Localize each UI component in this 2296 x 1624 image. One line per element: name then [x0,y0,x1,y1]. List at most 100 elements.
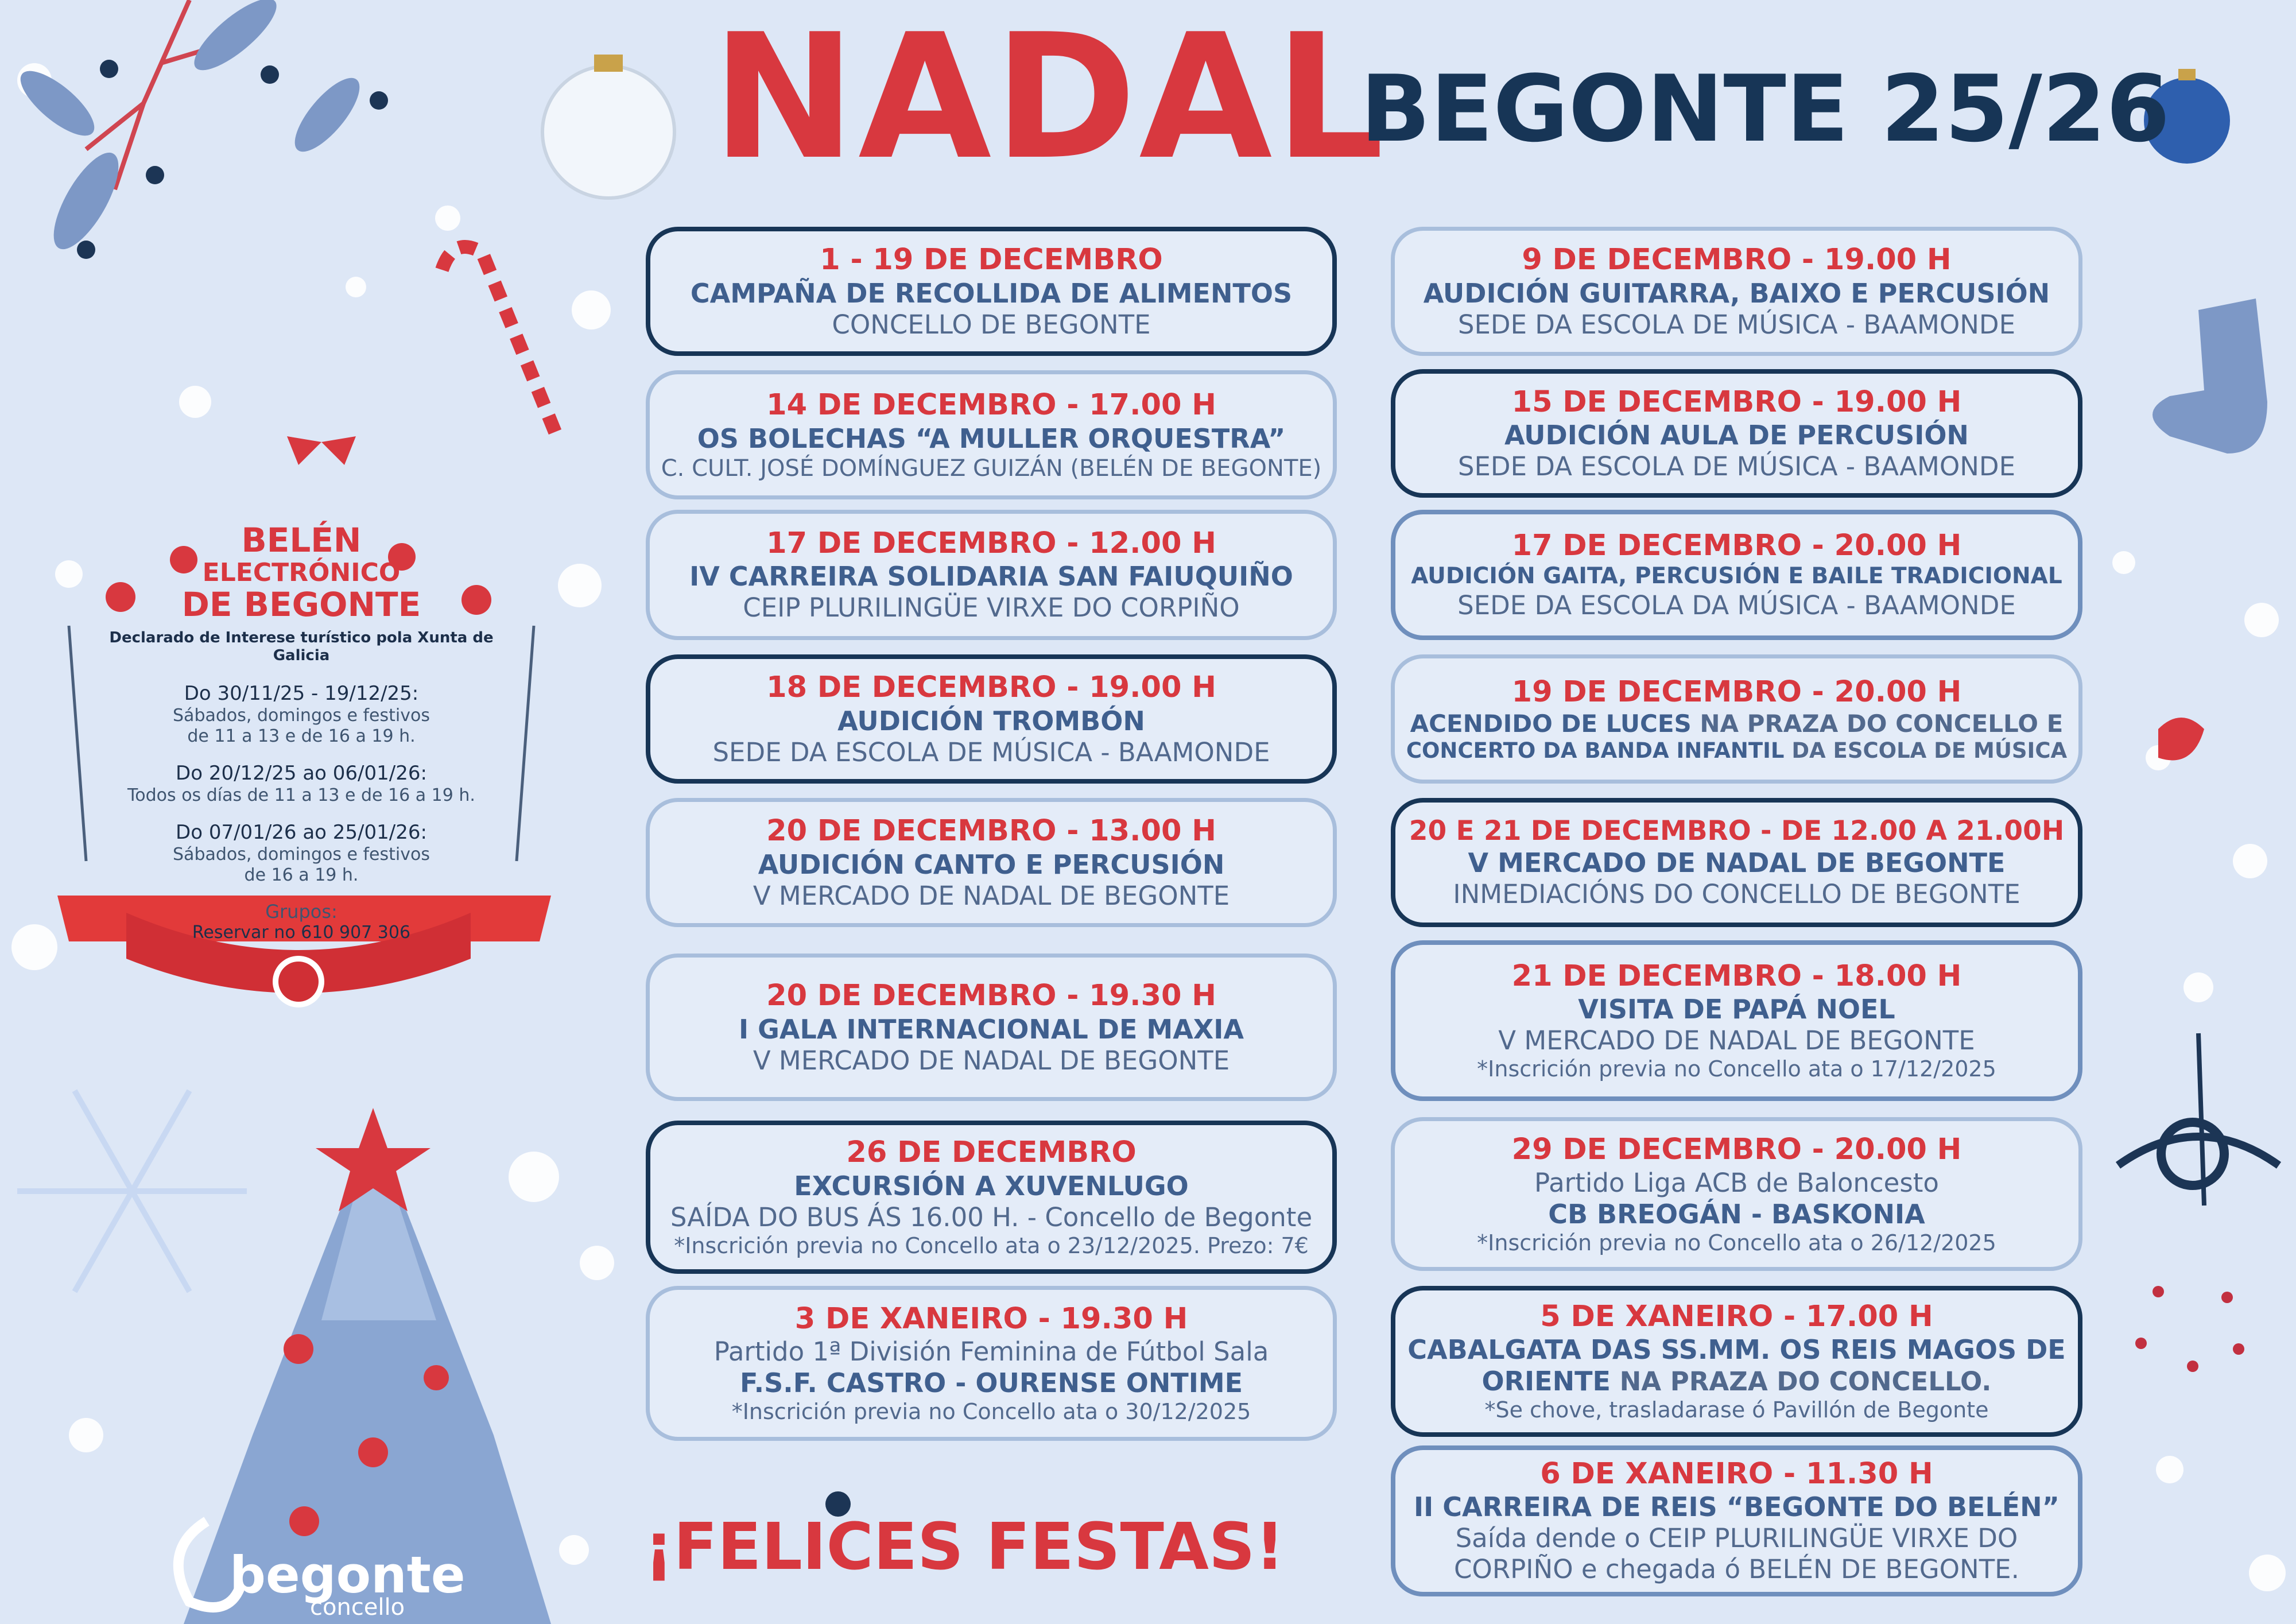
event-text: *Inscrición previa no Concello ata o 30/… [731,1399,1251,1425]
event-line: V MERCADO DE NADAL DE BEGONTE [1498,1025,1975,1056]
event-text: CONCELLO DE BEGONTE [832,309,1151,340]
event-line: I GALA INTERNACIONAL DE MAXIA [739,1014,1244,1045]
event-date: 19 DE DECEMBRO - 20.00 H [1511,675,1962,709]
event-line: VISITA DE PAPÁ NOEL [1578,994,1895,1025]
event-line: V MERCADO DE NADAL DE BEGONTE [753,1045,1230,1076]
event-date: 20 E 21 DE DECEMBRO - DE 12.00 A 21.00H [1409,815,2065,847]
belen-line: Sábados, domingos e festivos [173,844,430,865]
event-line: AUDICIÓN TROMBÓN [837,706,1145,737]
belen-line: Sábados, domingos e festivos [173,706,430,726]
event-text: II CARREIRA DE REIS “BEGONTE DO BELÉN” [1414,1491,2060,1523]
subtitle: BEGONTE 25/26 [1360,55,2170,162]
greeting: ¡FELICES FESTAS! [644,1510,1285,1584]
event-line: CB BREOGÁN - BASKONIA [1548,1199,1925,1230]
event-text: I GALA INTERNACIONAL DE MAXIA [739,1013,1244,1045]
event-box: 3 DE XANEIRO - 19.30 H Partido 1ª Divisió… [645,1285,1337,1441]
event-line: SEDE DA ESCOLA DE MÚSICA - BAAMONDE [712,737,1270,768]
event-line: SEDE DA ESCOLA DA MÚSICA - BAAMONDE [1457,590,2016,621]
event-box: 26 DE DECEMBRO EXCURSIÓN A XUVENLUGO SAÍDA… [645,1120,1337,1274]
event-text: CORPIÑO e chegada ó BELÉN DE BEGONTE. [1454,1554,2019,1585]
belen-declared: Declarado de Interese turístico pola Xun… [109,629,494,665]
event-text: V MERCADO DE NADAL DE BEGONTE [753,1045,1230,1076]
logo: begonte [230,1545,466,1604]
belen-line: de 11 a 13 e de 16 a 19 h. [187,726,416,747]
event-text: AUDICIÓN GAITA, PERCUSIÓN E BAILE TRADIC… [1411,563,2062,590]
event-date: 5 DE XANEIRO - 17.00 H [1540,1299,1933,1334]
event-line: AUDICIÓN CANTO E PERCUSIÓN [758,849,1225,881]
event-text: C. CULT. JOSÉ DOMÍNGUEZ GUIZÁN (BELÉN DE… [661,455,1322,482]
event-box: 18 DE DECEMBRO - 19.00 H AUDICIÓN TROMBÓN… [645,654,1337,784]
event-box: 19 DE DECEMBRO - 20.00 H ACENDIDO DE LUCE… [1391,654,2082,784]
event-text: NA PRAZA DO CONCELLO E [1691,709,2064,738]
event-text: *Inscrición previa no Concello ata o 26/… [1477,1230,1996,1255]
event-date: 1 - 19 DE DECEMBRO [820,243,1163,277]
event-line: Saída dende o CEIP PLURILINGÜE VIRXE DO [1456,1523,2018,1554]
event-date: 29 DE DECEMBRO - 20.00 H [1511,1133,1962,1167]
belen-line: de 16 a 19 h. [244,865,359,885]
event-text: CB BREOGÁN - BASKONIA [1548,1198,1925,1230]
event-line: CONCELLO DE BEGONTE [832,309,1150,340]
event-text: V MERCADO DE NADAL DE BEGONTE [1468,847,2006,879]
event-line: *Inscrición previa no Concello ata o 17/… [1477,1056,1996,1083]
event-date: 9 DE DECEMBRO - 19.00 H [1522,243,1952,277]
belen-line: Do 30/11/25 - 19/12/25: [184,682,419,706]
event-text: AUDICIÓN AULA DE PERCUSIÓN [1504,420,1969,451]
event-line: AUDICIÓN GAITA, PERCUSIÓN E BAILE TRADIC… [1411,563,2062,590]
event-text: Saída dende o CEIP PLURILINGÜE VIRXE DO [1455,1523,2018,1554]
event-text: V MERCADO DE NADAL DE BEGONTE [1498,1025,1975,1056]
event-line: ORIENTE NA PRAZA DO CONCELLO. [1482,1366,1992,1397]
event-date: 3 DE XANEIRO - 19.30 H [794,1301,1188,1336]
belen-title: DE BEGONTE [181,585,421,625]
belen-title: ELECTRÓNICO [202,557,401,587]
belen-line: Todos os días de 11 a 13 e de 16 a 19 h. [127,785,475,805]
event-line: Partido Liga ACB de Baloncesto [1534,1168,1939,1199]
event-text: SEDE DA ESCOLA DA MÚSICA - BAAMONDE [1457,590,2016,621]
event-line: SEDE DA ESCOLA DE MÚSICA - BAAMONDE [1458,451,2015,482]
event-date: 14 DE DECEMBRO - 17.00 H [766,388,1216,423]
event-text: CEIP PLURILINGÜE VIRXE DO CORPIÑO [743,592,1240,623]
event-line: SAÍDA DO BUS ÁS 16.00 H. - Concello de B… [670,1202,1312,1233]
event-text: *Se chove, trasladarase ó Pavillón de Be… [1484,1397,1989,1423]
event-line: OS BOLECHAS “A MULLER ORQUESTRA” [697,423,1286,455]
event-line: CAMPAÑA DE RECOLLIDA DE ALIMENTOS [691,278,1292,309]
event-box: 21 DE DECEMBRO - 18.00 H VISITA DE PAPÁ N… [1391,940,2082,1102]
event-date: 15 DE DECEMBRO - 19.00 H [1511,385,1962,419]
event-date: 26 DE DECEMBRO [846,1135,1137,1170]
event-date: 20 DE DECEMBRO - 13.00 H [766,814,1216,848]
event-line: II CARREIRA DE REIS “BEGONTE DO BELÉN” [1414,1491,2060,1523]
event-text: AUDICIÓN GUITARRA, BAIXO E PERCUSIÓN [1423,277,2050,309]
event-line: CONCERTO DA BANDA INFANTIL DA ESCOLA DE … [1406,738,2067,763]
event-box: 17 DE DECEMBRO - 20.00 H AUDICIÓN GAITA, … [1391,509,2082,640]
event-date: 17 DE DECEMBRO - 12.00 H [766,526,1216,561]
belen-line: Do 07/01/26 ao 25/01/26: [176,820,427,844]
event-text: *Inscrición previa no Concello ata o 23/… [674,1232,1309,1258]
event-line: V MERCADO DE NADAL DE BEGONTE [1468,847,2005,879]
event-text: Partido Liga ACB de Baloncesto [1534,1167,1939,1198]
event-line: AUDICIÓN GUITARRA, BAIXO E PERCUSIÓN [1424,278,2050,309]
event-date: 18 DE DECEMBRO - 19.00 H [766,670,1216,705]
event-box: 20 E 21 DE DECEMBRO - DE 12.00 A 21.00H V… [1391,798,2082,927]
event-box: 14 DE DECEMBRO - 17.00 H OS BOLECHAS “A M… [645,370,1337,499]
belen-schedule: Do 20/12/25 ao 06/01/26: Todos os días de… [80,762,522,806]
event-line: *Se chove, trasladarase ó Pavillón de Be… [1484,1397,1988,1424]
event-line: ACENDIDO DE LUCES NA PRAZA DO CONCELLO E [1410,710,2064,738]
event-text: DA ESCOLA DE MÚSICA [1784,738,2068,763]
belen-schedule: Do 07/01/26 ao 25/01/26: Sábados, domingo… [80,821,522,886]
event-line: IV CARREIRA SOLIDARIA SAN FAIUQUIÑO [689,561,1293,592]
event-text: CABALGATA DAS SS.MM. OS REIS MAGOS DE [1407,1334,2066,1365]
event-box: 20 DE DECEMBRO - 13.00 H AUDICIÓN CANTO E… [645,798,1337,927]
event-text: AUDICIÓN CANTO E PERCUSIÓN [758,848,1225,880]
event-date: 6 DE XANEIRO - 11.30 H [1540,1457,1933,1491]
event-text: ORIENTE [1481,1365,1611,1397]
event-text: SEDE DA ESCOLA DE MÚSICA - BAAMONDE [1457,309,2016,340]
event-text: CAMPAÑA DE RECOLLIDA DE ALIMENTOS [690,277,1293,309]
event-text: SEDE DA ESCOLA DE MÚSICA - BAAMONDE [1457,451,2016,482]
belen-panel: BELÉN ELECTRÓNICO DE BEGONTE Declarado de I… [80,522,522,943]
event-line: EXCURSIÓN A XUVENLUGO [794,1170,1188,1202]
event-text: CONCERTO DA BANDA INFANTIL [1406,738,1785,763]
event-text: NA PRAZA DO CONCELLO. [1610,1366,1992,1397]
event-line: CORPIÑO e chegada ó BELÉN DE BEGONTE. [1454,1554,2019,1585]
title: NADAL [712,0,1387,197]
event-line: F.S.F. CASTRO - OURENSE ONTIME [740,1367,1243,1399]
